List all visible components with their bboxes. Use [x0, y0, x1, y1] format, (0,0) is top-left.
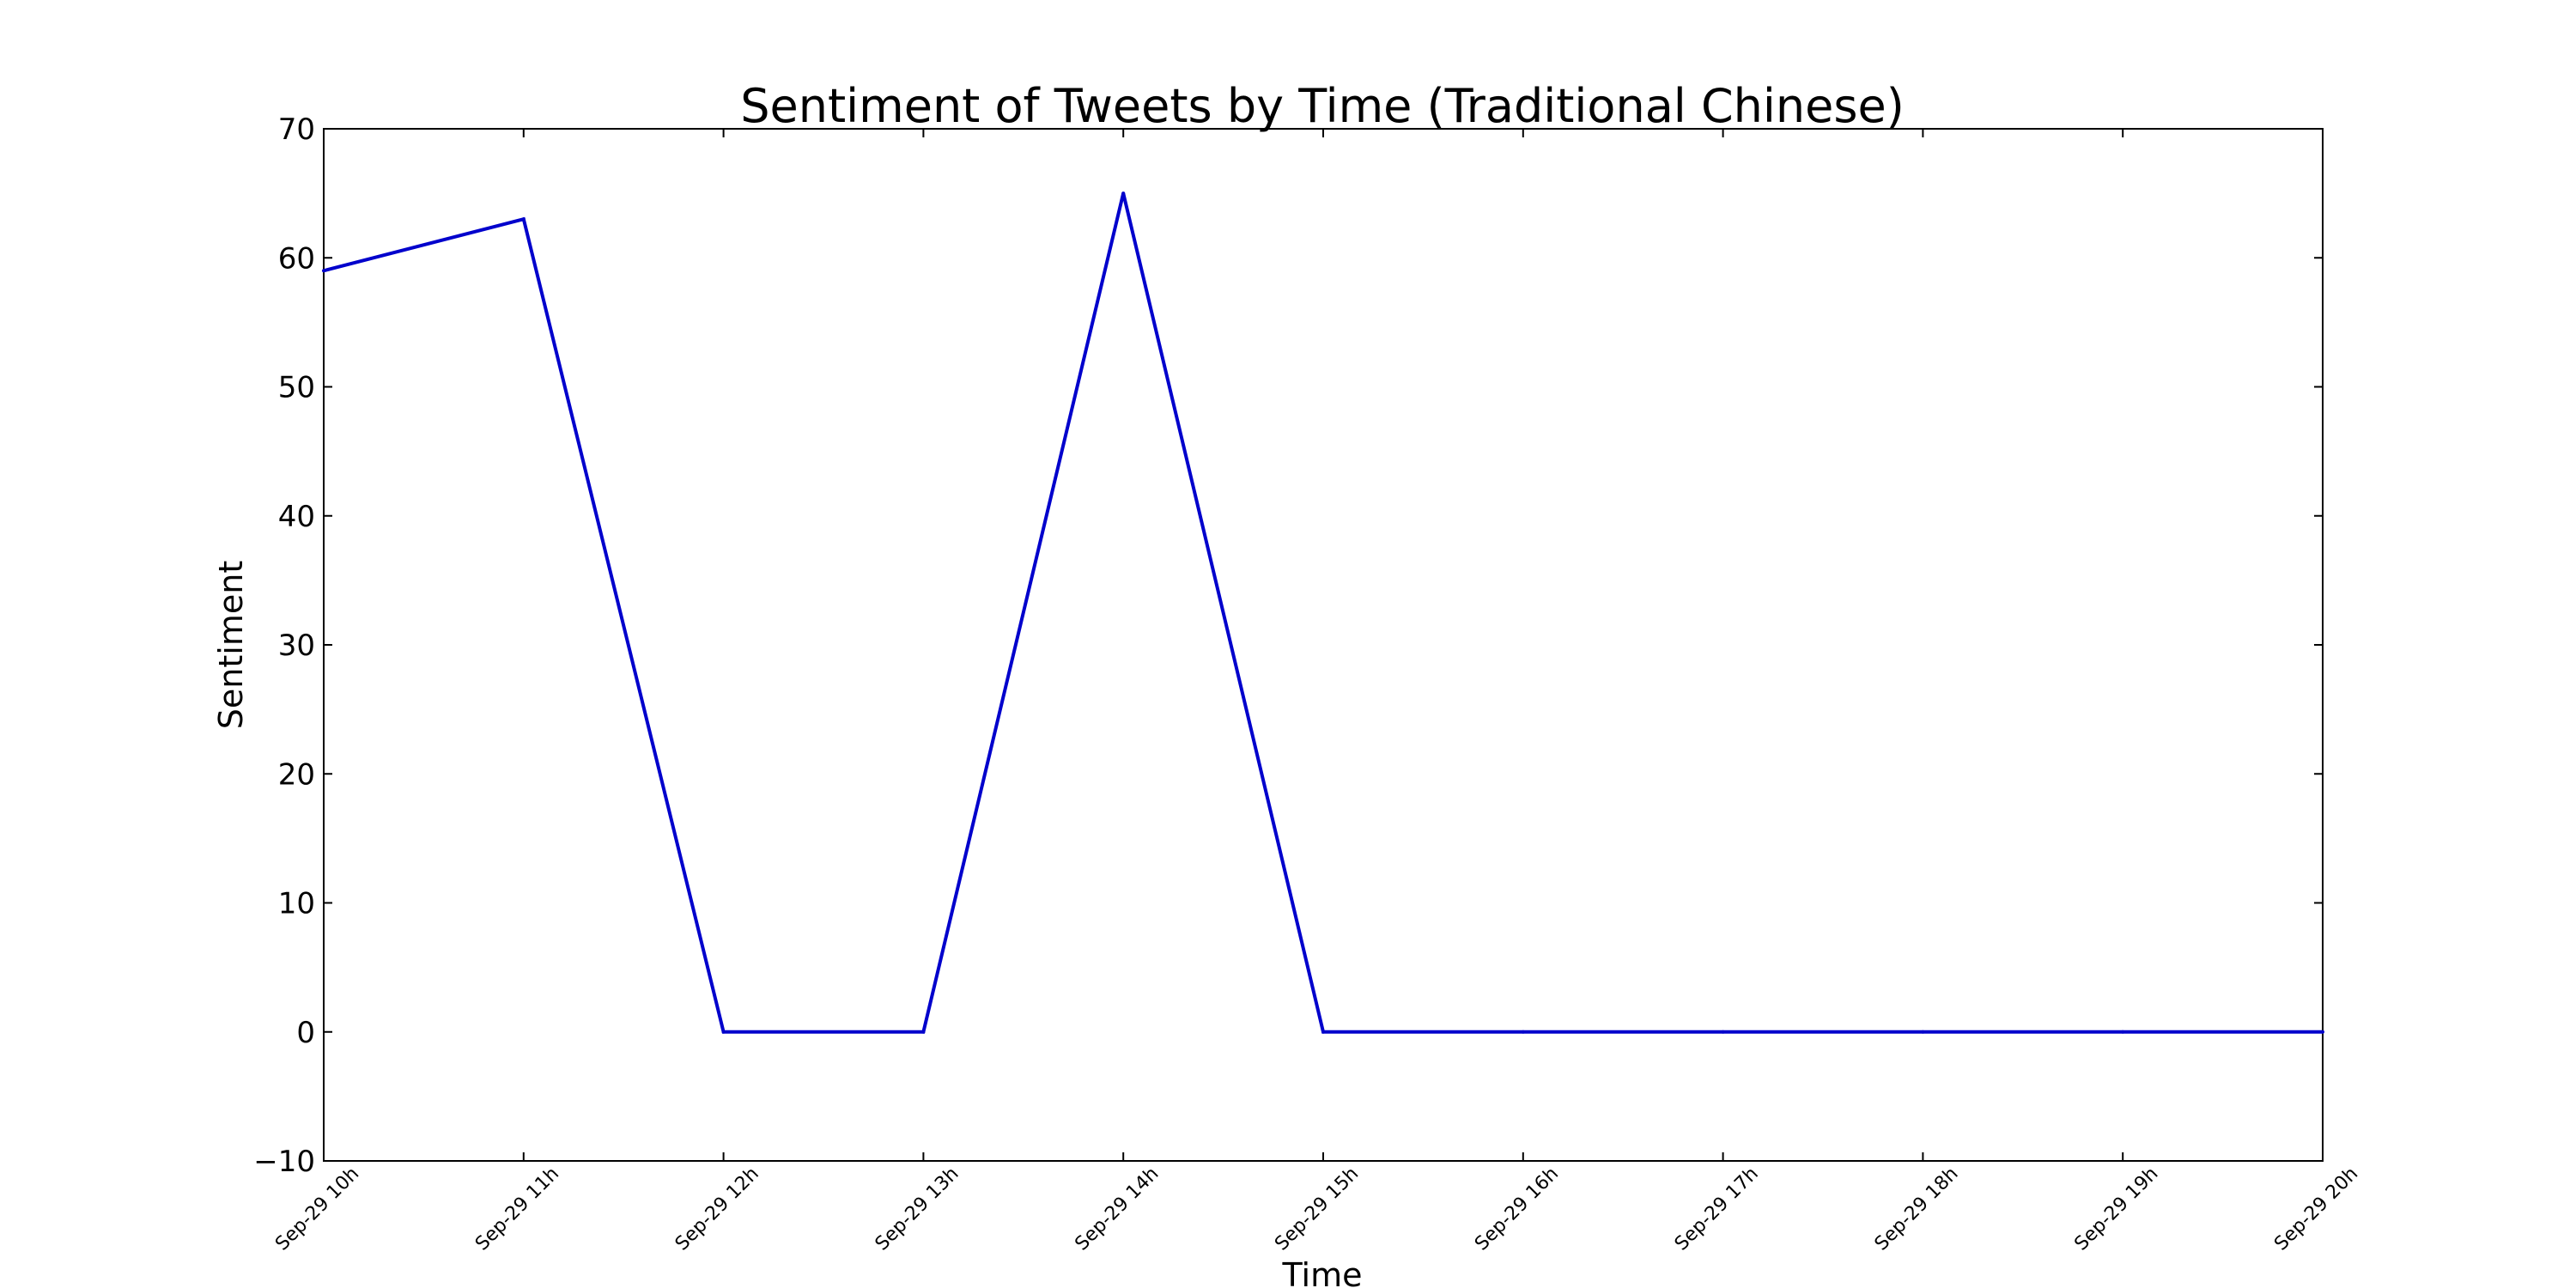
x-tick-label: Sep-29 12h	[671, 1163, 763, 1255]
x-tick-label: Sep-29 20h	[2270, 1163, 2362, 1255]
y-tick-label: 30	[278, 629, 315, 663]
data-point	[1321, 1030, 1325, 1034]
y-tick-label: 40	[278, 500, 315, 534]
y-axis-label: Sentiment	[212, 561, 250, 729]
data-point	[1721, 1030, 1725, 1034]
data-point	[2321, 1030, 2324, 1034]
x-tick-label: Sep-29 15h	[1271, 1163, 1363, 1255]
y-tick-label: 50	[278, 371, 315, 405]
y-tick-label: 20	[278, 757, 315, 792]
y-tick-label: −10	[253, 1145, 315, 1179]
x-tick-label: Sep-29 19h	[2070, 1163, 2162, 1255]
data-point	[1521, 1030, 1525, 1034]
plot-frame	[323, 128, 2324, 1162]
x-tick-label: Sep-29 11h	[471, 1163, 563, 1255]
data-point	[521, 217, 526, 222]
x-tick-label: Sep-29 13h	[872, 1163, 963, 1255]
x-tick-label: Sep-29 18h	[1871, 1163, 1963, 1255]
data-point	[2121, 1030, 2125, 1034]
x-tick-label: Sep-29 17h	[1671, 1163, 1763, 1255]
y-tick-label: 60	[278, 241, 315, 276]
chart-title: Sentiment of Tweets by Time (Traditional…	[740, 79, 1905, 133]
y-tick-label: 70	[278, 112, 315, 147]
series-layer	[322, 191, 2324, 1034]
x-axis-label: Time	[1282, 1256, 1363, 1288]
data-point	[1121, 191, 1126, 196]
data-point	[721, 1030, 726, 1034]
x-tick-label: Sep-29 16h	[1471, 1163, 1563, 1255]
data-point	[1921, 1030, 1925, 1034]
y-tick-label: 0	[296, 1016, 315, 1050]
y-tick-label: 10	[278, 887, 315, 921]
x-tick-label: Sep-29 14h	[1071, 1163, 1163, 1255]
series-line-0	[323, 192, 2323, 1034]
x-axis: Sep-29 10h Sep-29 11h Sep-29 12h Sep-29 13h…	[271, 129, 2362, 1255]
data-point	[322, 269, 325, 273]
y-axis: −10 0 10 20 30 40 50 60 70	[253, 112, 2323, 1179]
data-point	[921, 1030, 926, 1034]
